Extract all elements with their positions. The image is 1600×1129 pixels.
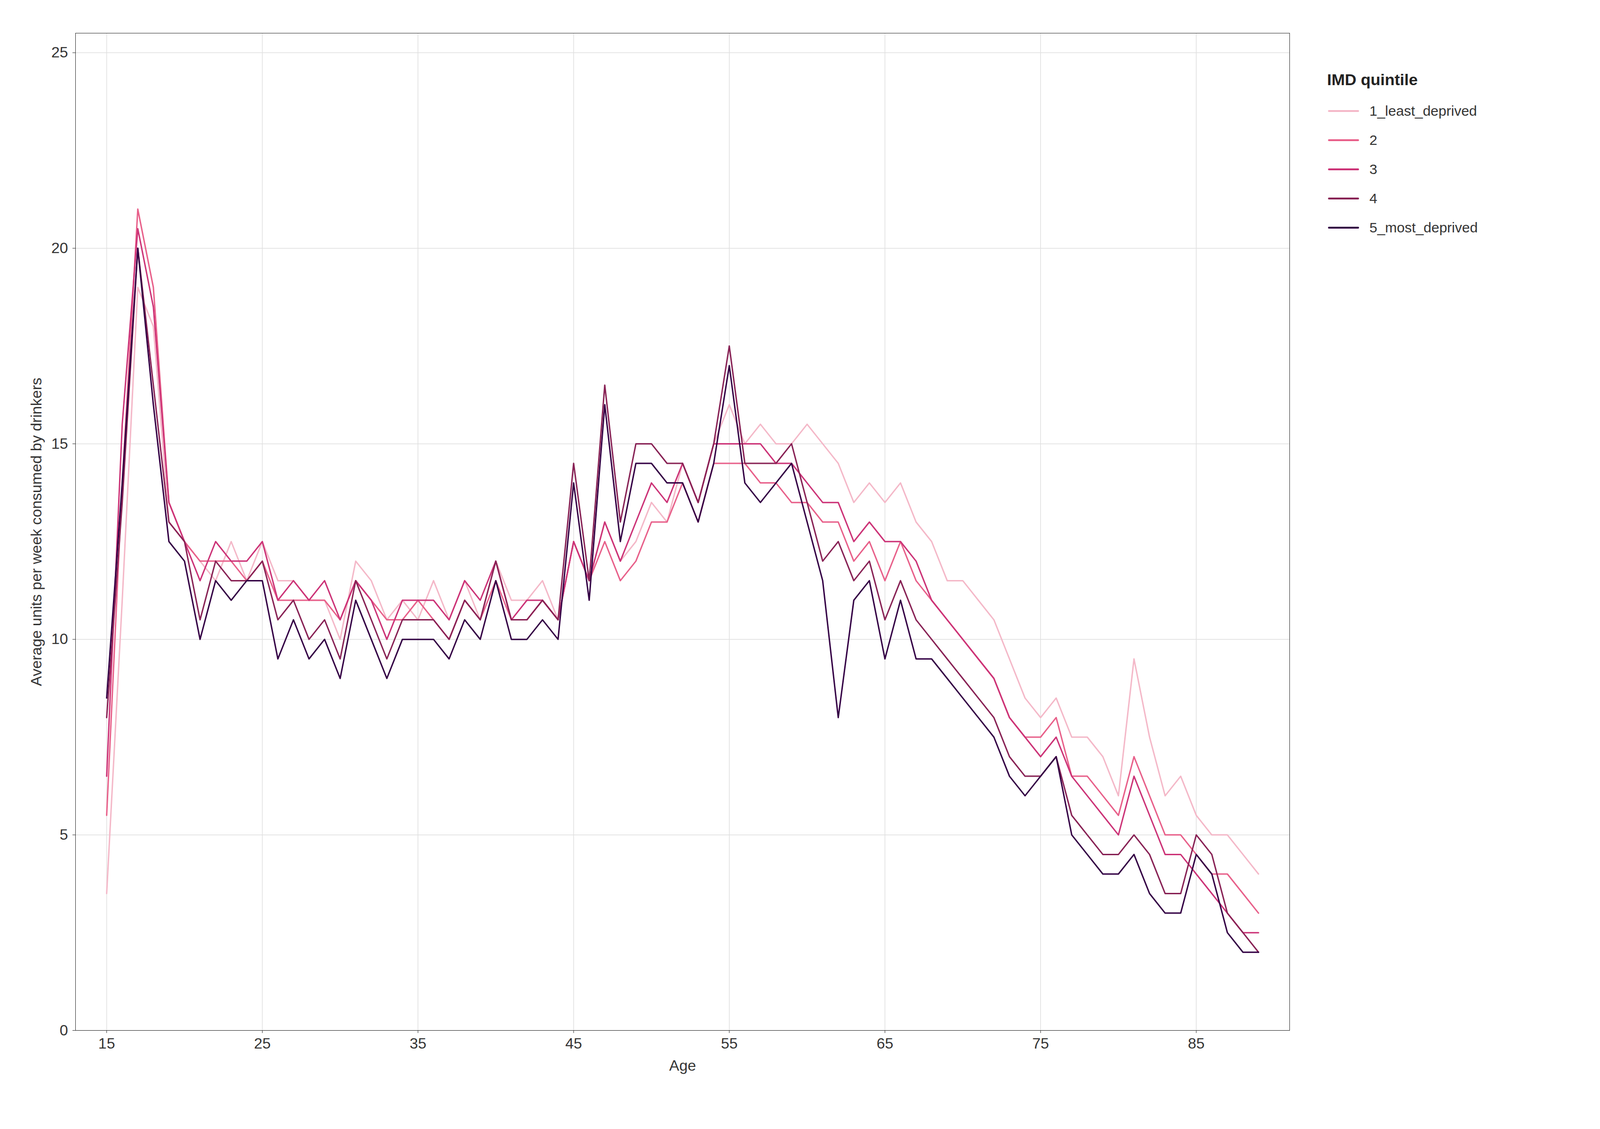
svg-text:25: 25 [51, 43, 69, 61]
svg-text:Average units per week consume: Average units per week consumed by drink… [27, 377, 45, 687]
svg-text:75: 75 [1032, 1035, 1049, 1053]
html-text:1_least_deprived: 1_least_deprived [1369, 103, 1477, 119]
svg-text:55: 55 [720, 1035, 738, 1053]
html-text:IMD quintile: IMD quintile [1327, 70, 1418, 89]
svg-text:85: 85 [1187, 1035, 1205, 1053]
svg-text:0: 0 [59, 1022, 69, 1040]
svg-text:15: 15 [51, 435, 69, 453]
svg-text:Age: Age [669, 1057, 696, 1075]
html-text:3: 3 [1369, 161, 1378, 177]
html-text:5_most_deprived: 5_most_deprived [1369, 219, 1478, 236]
svg-text:10: 10 [51, 630, 69, 648]
svg-text:45: 45 [565, 1035, 583, 1053]
svg-text:25: 25 [254, 1035, 272, 1053]
svg-text:20: 20 [51, 239, 69, 257]
html-text:2: 2 [1369, 132, 1378, 148]
html-text:4: 4 [1369, 190, 1378, 207]
svg-text:35: 35 [409, 1035, 427, 1053]
svg-text:65: 65 [876, 1035, 894, 1053]
svg-text:15: 15 [98, 1035, 116, 1053]
svg-text:5: 5 [59, 826, 69, 844]
